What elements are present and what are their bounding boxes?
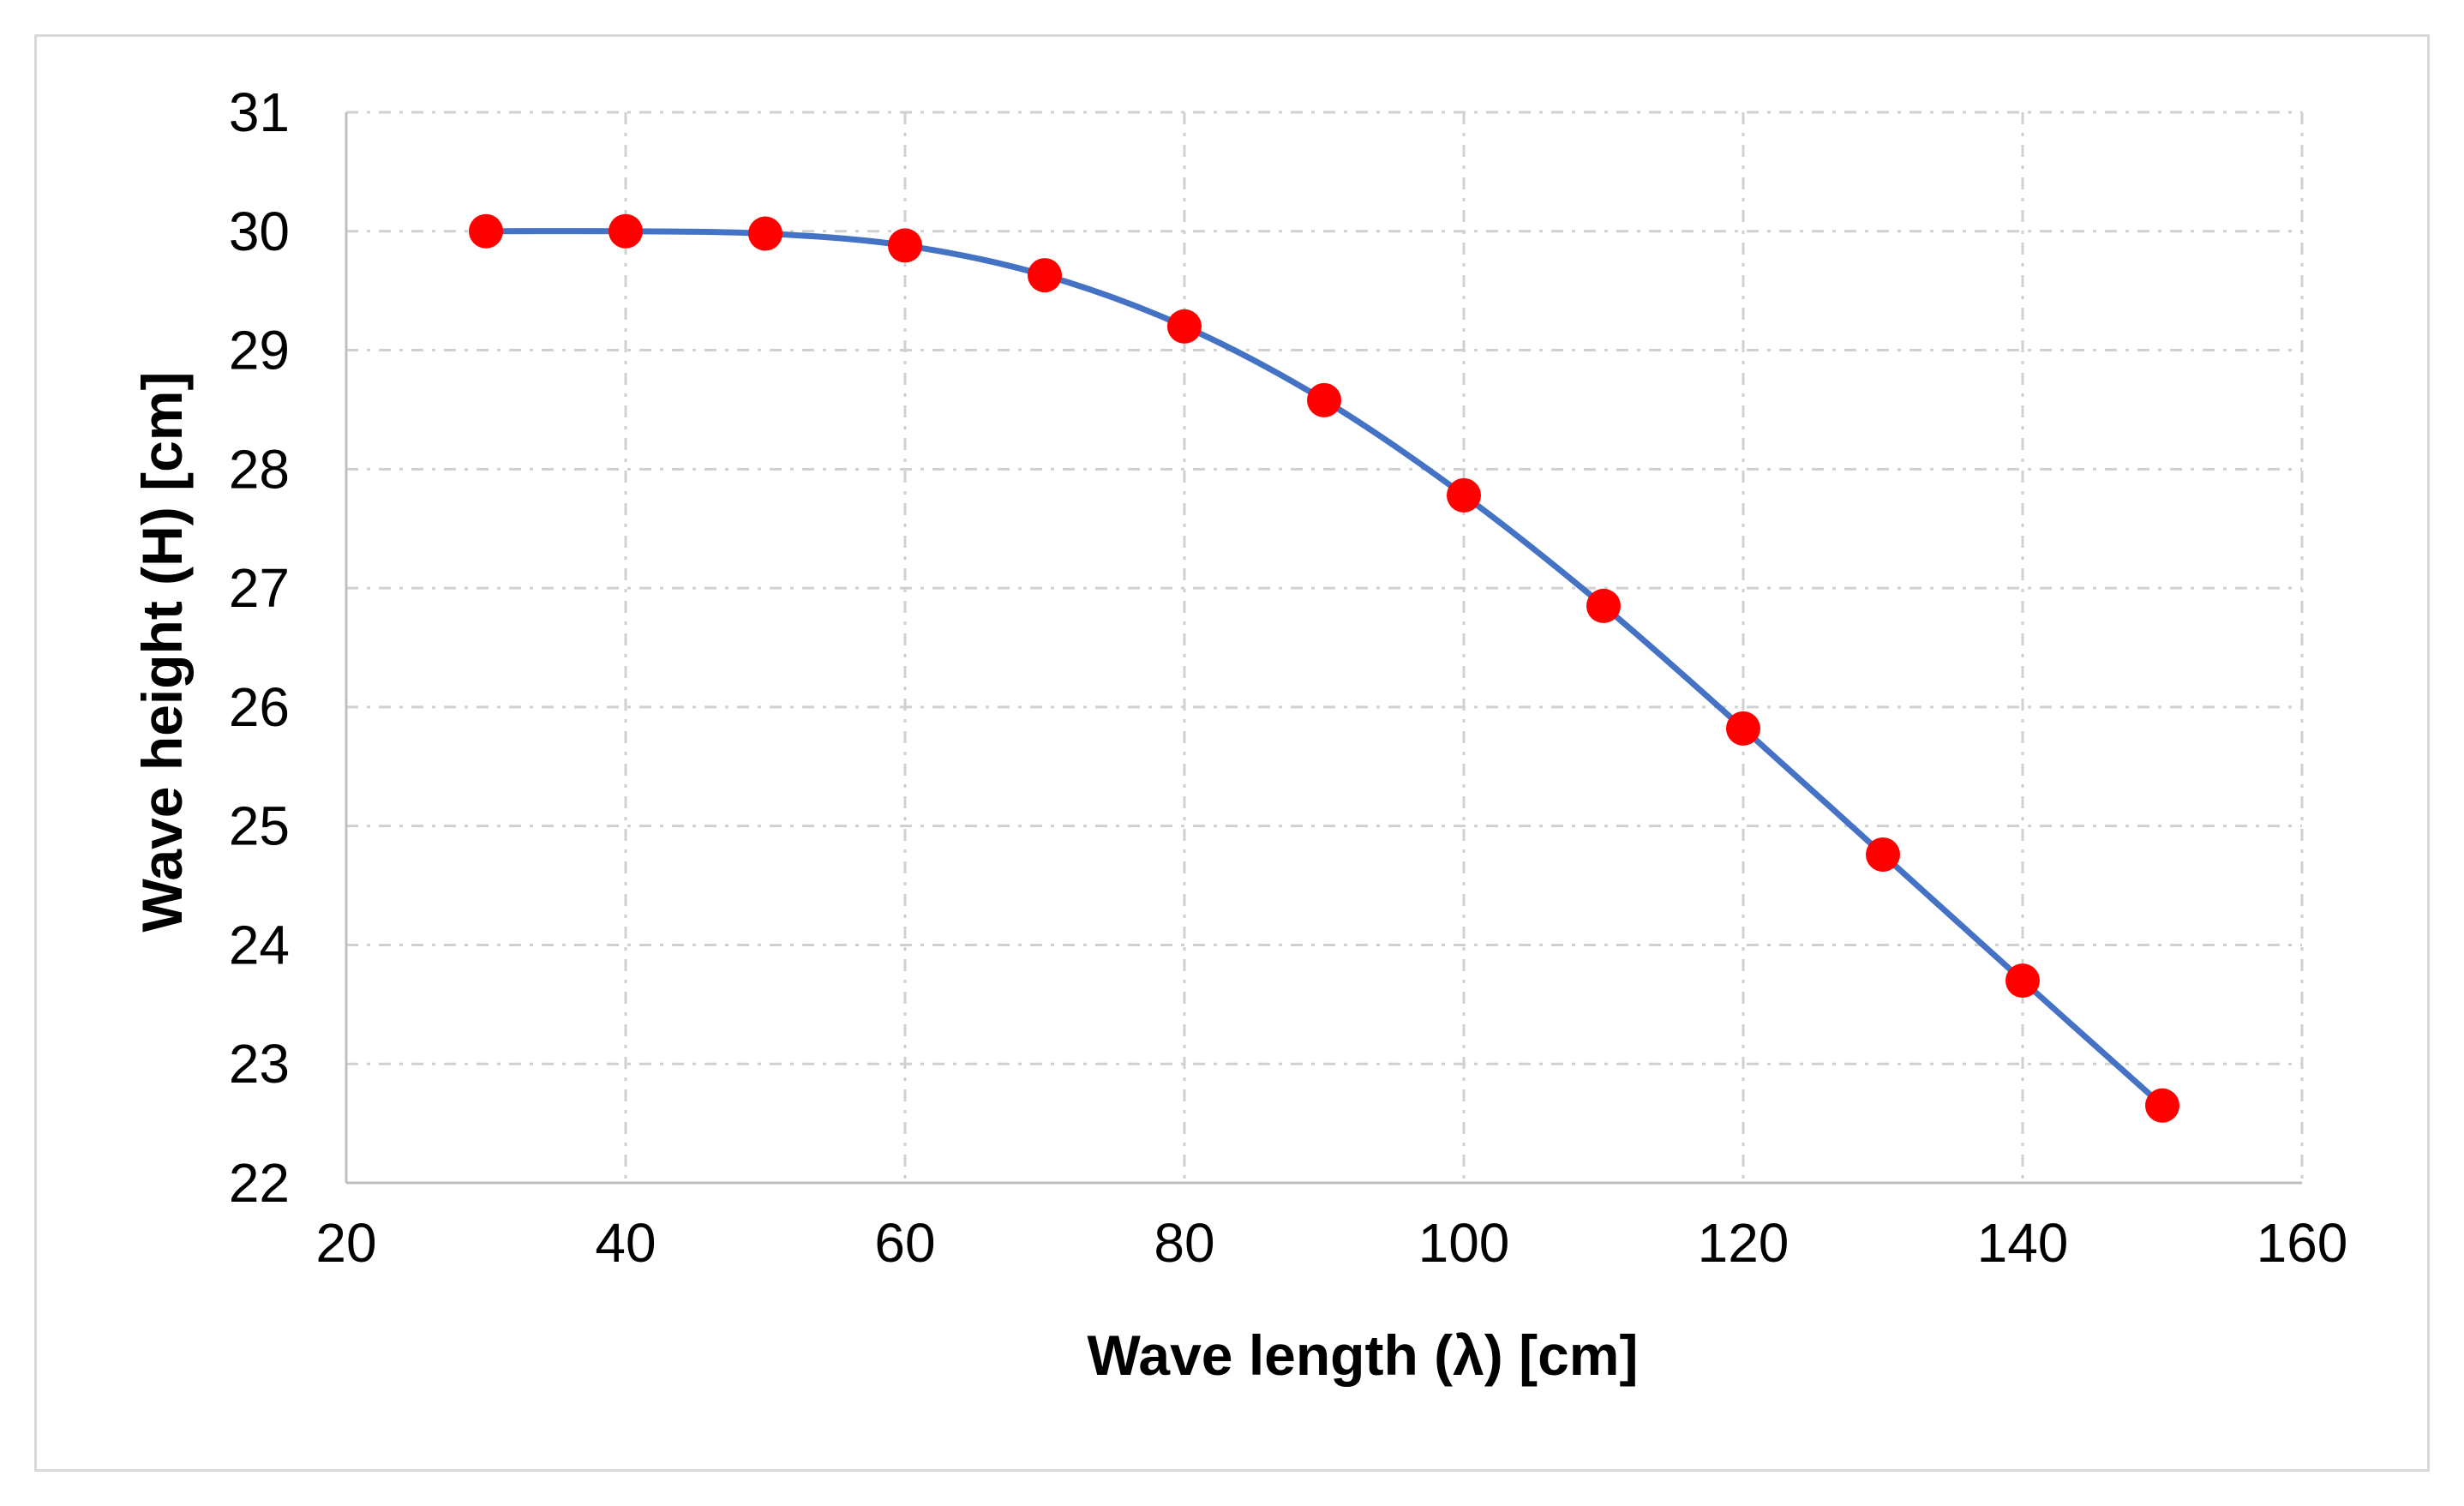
data-point xyxy=(1028,258,1062,293)
data-point xyxy=(2145,1088,2179,1123)
series-line xyxy=(483,228,2166,1109)
x-tick-label: 120 xyxy=(1698,1212,1790,1274)
data-point xyxy=(888,228,922,263)
gridlines xyxy=(346,111,2304,1183)
y-tick-label: 28 xyxy=(229,438,290,500)
y-tick-label: 31 xyxy=(229,81,290,143)
y-tick-label: 29 xyxy=(229,320,290,381)
x-tick-label: 160 xyxy=(2257,1212,2348,1274)
x-tick-label: 140 xyxy=(1977,1212,2069,1274)
series-lines xyxy=(483,228,2166,1109)
y-tick-label: 27 xyxy=(229,557,290,619)
y-tick-labels: 22 23 24 25 26 27 28 29 30 31 xyxy=(229,81,290,1214)
data-point xyxy=(609,213,643,249)
data-point xyxy=(1726,711,1760,746)
y-tick-label: 24 xyxy=(229,914,290,975)
series-points xyxy=(469,213,2179,1123)
chart-frame xyxy=(34,34,2430,1472)
x-axis-title: Wave length (λ) [cm] xyxy=(1088,1323,1639,1387)
x-tick-label: 100 xyxy=(1418,1212,1510,1274)
axes xyxy=(345,112,2302,1185)
y-tick-label: 23 xyxy=(229,1033,290,1095)
data-point xyxy=(1586,588,1621,623)
x-tick-label: 40 xyxy=(595,1212,656,1274)
y-tick-label: 22 xyxy=(229,1152,290,1214)
x-tick-labels: 20 40 60 80 100 120 140 160 xyxy=(315,1212,2347,1274)
data-point xyxy=(748,216,782,251)
y-tick-label: 25 xyxy=(229,795,290,857)
data-point xyxy=(1307,382,1341,417)
y-tick-label: 30 xyxy=(229,201,290,262)
data-point xyxy=(2005,963,2040,999)
x-tick-label: 80 xyxy=(1154,1212,1214,1274)
data-point xyxy=(1866,837,1900,872)
data-point xyxy=(1167,309,1202,344)
data-point xyxy=(1447,477,1481,513)
x-tick-label: 60 xyxy=(874,1212,935,1274)
data-point xyxy=(469,213,503,249)
x-tick-label: 20 xyxy=(315,1212,376,1274)
y-axis-title: Wave height (H) [cm] xyxy=(130,372,194,933)
y-tick-label: 26 xyxy=(229,676,290,738)
